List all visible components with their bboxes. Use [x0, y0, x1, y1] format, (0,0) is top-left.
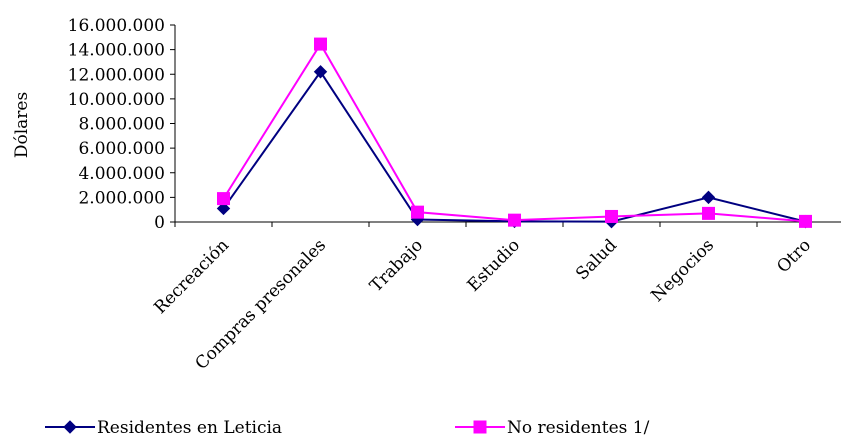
y-tick-label: 12.000.000 — [68, 65, 165, 85]
legend: Residentes en Leticia No residentes 1/ — [45, 418, 650, 437]
x-category-label: Recreación — [150, 235, 233, 318]
data-point-marker — [217, 192, 230, 206]
data-point-marker — [313, 65, 328, 79]
legend-swatch-marker — [63, 420, 77, 434]
series-line — [222, 70, 806, 223]
x-category-label: Estudio — [464, 235, 524, 295]
y-tick-label: 4.000.000 — [78, 164, 165, 184]
data-point-marker — [799, 214, 812, 228]
data-point-marker — [508, 213, 521, 227]
y-axis-title: Dólares — [12, 92, 32, 158]
data-point-marker — [216, 201, 231, 216]
series-2 — [217, 37, 812, 228]
legend-label: Residentes en Leticia — [97, 418, 282, 437]
y-tick-label: 14.000.000 — [68, 41, 165, 61]
data-point-marker — [702, 206, 715, 220]
series-layer — [216, 37, 813, 229]
series-line — [222, 42, 806, 223]
data-point-marker — [314, 37, 327, 51]
data-point-marker — [605, 209, 618, 223]
legend-item-2: No residentes 1/ — [455, 418, 650, 437]
data-point-marker — [411, 205, 424, 219]
x-category-label: Negocios — [647, 235, 718, 306]
y-tick-label: 2.000.000 — [78, 188, 165, 208]
y-tick-label: 6.000.000 — [78, 139, 165, 159]
legend-label: No residentes 1/ — [507, 418, 650, 437]
x-category-label: Trabajo — [366, 235, 427, 296]
y-axis-ticks: 0 2.000.000 4.000.000 6.000.000 8.000.000 10.… — [68, 16, 175, 233]
y-tick-label: 16.000.000 — [68, 16, 165, 36]
series-1 — [216, 65, 813, 229]
legend-swatch-marker — [473, 420, 487, 434]
x-category-label: Otro — [773, 235, 815, 277]
data-point-marker — [701, 190, 716, 205]
x-category-label: Salud — [572, 235, 621, 284]
legend-item-1: Residentes en Leticia — [45, 418, 282, 437]
y-tick-label: 8.000.000 — [78, 115, 165, 135]
y-tick-label: 10.000.000 — [68, 90, 165, 110]
y-tick-label: 0 — [154, 213, 165, 233]
